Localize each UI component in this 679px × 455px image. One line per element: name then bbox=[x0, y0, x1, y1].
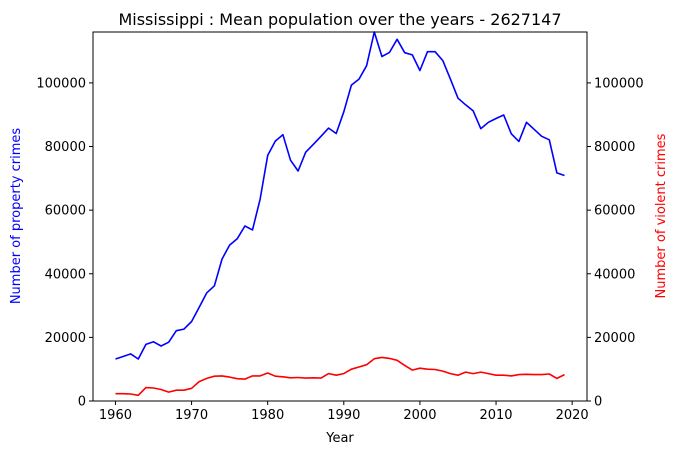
x-axis: 1960 1970 1980 1990 2000 2010 2020 bbox=[99, 401, 589, 423]
y-tick-label-left: 100000 bbox=[36, 76, 86, 91]
x-axis-label: Year bbox=[325, 431, 354, 446]
plot-lines bbox=[115, 31, 565, 397]
y-axis-left: 0 20000 40000 60000 80000 100000 bbox=[36, 76, 93, 410]
y-tick-label-left: 20000 bbox=[45, 331, 86, 346]
y-axis-label-right: Number of violent crimes bbox=[654, 133, 669, 298]
y-tick-label-left: 0 bbox=[78, 395, 86, 410]
x-tick-label: 1980 bbox=[251, 408, 284, 423]
x-tick-label: 2000 bbox=[403, 408, 436, 423]
y-tick-label-right: 20000 bbox=[594, 331, 635, 346]
y-axis-right: 0 20000 40000 60000 80000 100000 bbox=[587, 76, 644, 410]
chart-title: Mississippi : Mean population over the y… bbox=[118, 10, 561, 29]
x-tick-label: 1970 bbox=[175, 408, 208, 423]
y-tick-label-left: 40000 bbox=[45, 267, 86, 282]
y-tick-label-left: 60000 bbox=[45, 204, 86, 219]
y-tick-label-left: 80000 bbox=[45, 140, 86, 155]
y-tick-label-right: 100000 bbox=[594, 76, 644, 91]
plot-frame bbox=[92, 31, 588, 402]
y-tick-label-right: 80000 bbox=[594, 140, 635, 155]
x-tick-label: 1990 bbox=[327, 408, 360, 423]
y-tick-label-right: 60000 bbox=[594, 204, 635, 219]
y-axis-label-left: Number of property crimes bbox=[9, 128, 24, 305]
y-tick-label-right: 0 bbox=[594, 395, 602, 410]
property-crimes-line bbox=[115, 31, 565, 360]
x-tick-label: 2010 bbox=[479, 408, 512, 423]
y-tick-label-right: 40000 bbox=[594, 267, 635, 282]
violent-crimes-line bbox=[115, 356, 565, 397]
x-tick-label: 1960 bbox=[99, 408, 132, 423]
x-tick-label: 2020 bbox=[556, 408, 589, 423]
